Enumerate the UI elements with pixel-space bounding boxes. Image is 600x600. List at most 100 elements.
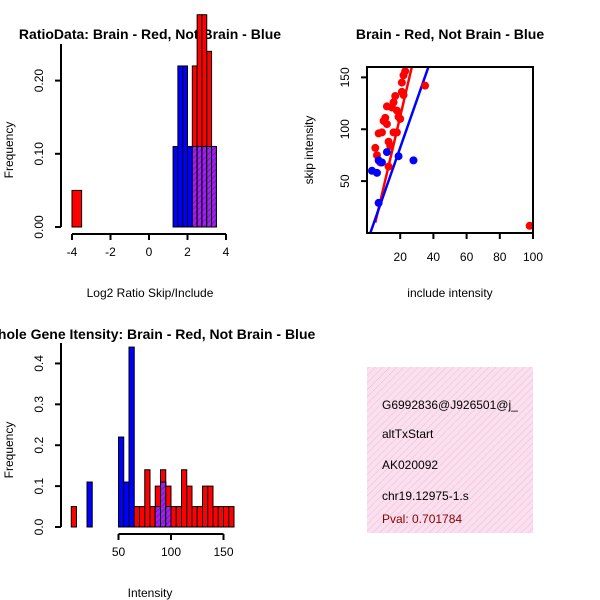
ratio-hist-ylabel: Frequency	[2, 122, 16, 179]
x-tick-label: 20	[394, 250, 408, 264]
ratio-hist-axes: -4 -2 0 2 4 0.00 0.10 0.20	[32, 44, 230, 259]
y-tick-label: 0.1	[32, 477, 46, 494]
brain-point	[371, 143, 380, 152]
scatter-plot-area	[367, 67, 533, 233]
x-tick-label: 50	[112, 545, 126, 559]
not-brain-bar	[118, 436, 125, 528]
brain-point	[392, 128, 401, 137]
x-tick-label: 4	[223, 245, 230, 259]
brain-point	[401, 67, 410, 76]
info-panel: G6992836@J926501@j_ altTxStart AK020092 …	[367, 367, 533, 533]
not-brain-point	[374, 198, 383, 207]
scatter-xlabel: include intensity	[407, 286, 492, 300]
not-brain-bar	[86, 481, 93, 528]
y-tick-label: 150	[338, 67, 352, 87]
scatter-title: Brain - Red, Not Brain - Blue	[356, 26, 544, 42]
brain-bar	[191, 506, 198, 528]
x-tick-label: 40	[427, 250, 441, 264]
not-brain-point	[382, 148, 391, 157]
brain-point	[384, 162, 393, 171]
y-tick-label: 0.10	[32, 142, 46, 166]
x-tick-label: 0	[146, 245, 153, 259]
scatter-box	[366, 66, 534, 234]
brain-bar	[217, 506, 224, 528]
brain-bar	[223, 506, 230, 528]
scatter-ylabel: skip intensity	[302, 116, 316, 185]
intensity-hist-axes: 50 100 150 0.0 0.1 0.2 0.3 0.4	[32, 343, 234, 559]
intensity-hist-title: Whole Gene Itensity: Brain - Red, Not Br…	[0, 326, 316, 342]
info-panel-clip: G6992836@J926501@j_	[382, 398, 518, 412]
brain-bar	[181, 469, 188, 528]
x-tick-label: 100	[161, 545, 181, 559]
x-tick-label: -4	[67, 245, 78, 259]
ratio-hist-title: RatioData: Brain - Red, Not Brain - Blue	[19, 26, 281, 42]
scatter-axes: 20 40 60 80 100 50 100 150	[338, 67, 543, 264]
scatter-marks	[367, 67, 533, 233]
overlap-bar	[191, 145, 198, 228]
brain-point	[382, 120, 391, 129]
brain-bar	[139, 506, 146, 528]
overlap-bar	[196, 145, 203, 228]
brain-point	[396, 114, 405, 123]
info-line: G6992836@J926501@j_	[382, 398, 518, 412]
info-panel-background	[367, 367, 533, 533]
not-brain-bar	[172, 145, 179, 228]
brain-bar	[196, 506, 203, 528]
intensity-hist-ylabel: Frequency	[2, 422, 16, 479]
x-tick-label: 150	[213, 545, 233, 559]
overlap-bar	[211, 145, 217, 228]
info-line: altTxStart	[382, 427, 434, 441]
brain-point	[377, 128, 386, 137]
brain-point	[392, 106, 401, 115]
intensity-hist-bars	[70, 346, 235, 528]
overlap-bar	[201, 145, 208, 228]
not-brain-point	[409, 156, 418, 165]
brain-point	[525, 221, 533, 230]
brain-bar	[170, 506, 177, 528]
not-brain-bar	[182, 65, 188, 228]
brain-bar	[70, 506, 77, 528]
brain-bar	[207, 485, 214, 528]
brain-bar	[175, 506, 182, 528]
intensity-hist-xlabel: Intensity	[128, 586, 173, 600]
overlap-bar	[154, 506, 161, 528]
brain-bar	[212, 506, 219, 528]
x-tick-label: 80	[493, 250, 507, 264]
brain-point	[421, 81, 430, 90]
brain-bar	[144, 469, 151, 528]
not-brain-bar	[187, 145, 193, 228]
overlap-bar	[160, 481, 167, 528]
y-tick-label: 100	[338, 119, 352, 139]
scatter-plot: Brain - Red, Not Brain - Blue include in…	[302, 26, 544, 300]
brain-bar	[71, 189, 83, 228]
brain-point	[386, 141, 395, 150]
info-line: chr19.12975-1.s	[382, 489, 469, 503]
y-tick-label: 0.0	[32, 518, 46, 535]
pval-text: Pval: 0.701784	[382, 512, 462, 526]
not-brain-point	[377, 158, 386, 167]
not-brain-bar	[177, 65, 184, 228]
y-tick-label: 0.4	[32, 355, 46, 372]
brain-bar	[228, 506, 235, 528]
not-brain-point	[394, 152, 403, 161]
y-tick-label: 0.00	[32, 215, 46, 239]
y-tick-label: 0.20	[32, 69, 46, 93]
x-tick-label: 60	[460, 250, 474, 264]
overlap-bar	[206, 145, 213, 228]
brain-point	[381, 113, 390, 122]
not-brain-bar	[128, 346, 135, 528]
y-tick-label: 0.2	[32, 437, 46, 454]
not-brain-bar	[123, 481, 130, 528]
x-tick-label: 2	[184, 245, 191, 259]
y-tick-label: 0.3	[32, 396, 46, 413]
intensity-histogram: Whole Gene Itensity: Brain - Red, Not Br…	[0, 326, 316, 600]
x-tick-label: 100	[523, 250, 543, 264]
brain-bar	[133, 506, 140, 528]
overlap-bar	[165, 506, 172, 528]
brain-bar	[186, 485, 193, 528]
brain-point	[391, 92, 400, 101]
ratio-hist-bars	[71, 14, 217, 228]
brain-bar	[202, 485, 209, 528]
